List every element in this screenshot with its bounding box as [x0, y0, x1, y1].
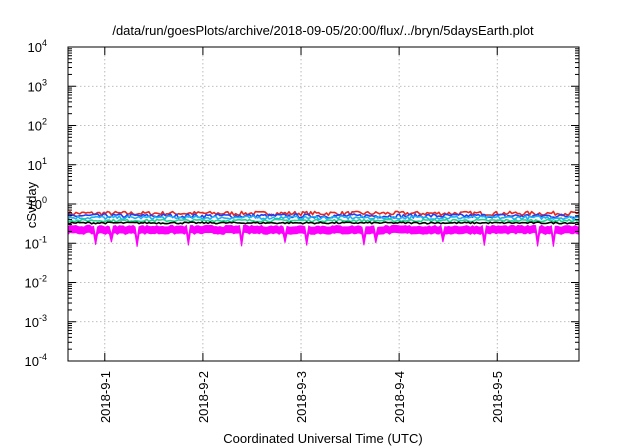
x-tick-label: 2018-9-3	[294, 371, 309, 423]
y-tick-label: 10-4	[25, 352, 47, 369]
series-line-3	[68, 218, 580, 223]
grid	[68, 47, 579, 361]
y-tick-label: 103	[28, 77, 47, 94]
series-line-4	[67, 221, 580, 225]
y-tick-label: 10-3	[25, 313, 47, 330]
x-tick-label: 2018-9-4	[392, 371, 407, 423]
x-tick-label: 2018-9-5	[490, 371, 505, 423]
y-tick-label: 102	[28, 117, 47, 134]
x-tick-label: 2018-9-2	[196, 371, 211, 423]
y-tick-label: 100	[28, 195, 47, 212]
x-axis-label: Coordinated Universal Time (UTC)	[223, 431, 422, 446]
chart-title: /data/run/goesPlots/archive/2018-09-05/2…	[112, 23, 534, 38]
y-axis: 10-4 10-3 10-2 10-1 100 101 102 103 104	[25, 38, 579, 369]
y-tick-label: 10-2	[25, 274, 47, 291]
x-axis: 2018-9-1 2018-9-2 2018-9-3 2018-9-4 2018-9-5	[98, 47, 505, 423]
series-line-2	[67, 215, 580, 221]
series-line-0	[67, 210, 580, 217]
y-axis-label: cSv/day	[24, 181, 39, 228]
y-tick-label: 101	[28, 156, 47, 173]
y-tick-label: 104	[28, 38, 47, 55]
y-tick-label: 10-1	[25, 234, 47, 251]
series-group	[67, 210, 580, 247]
x-tick-label: 2018-9-1	[98, 371, 113, 423]
